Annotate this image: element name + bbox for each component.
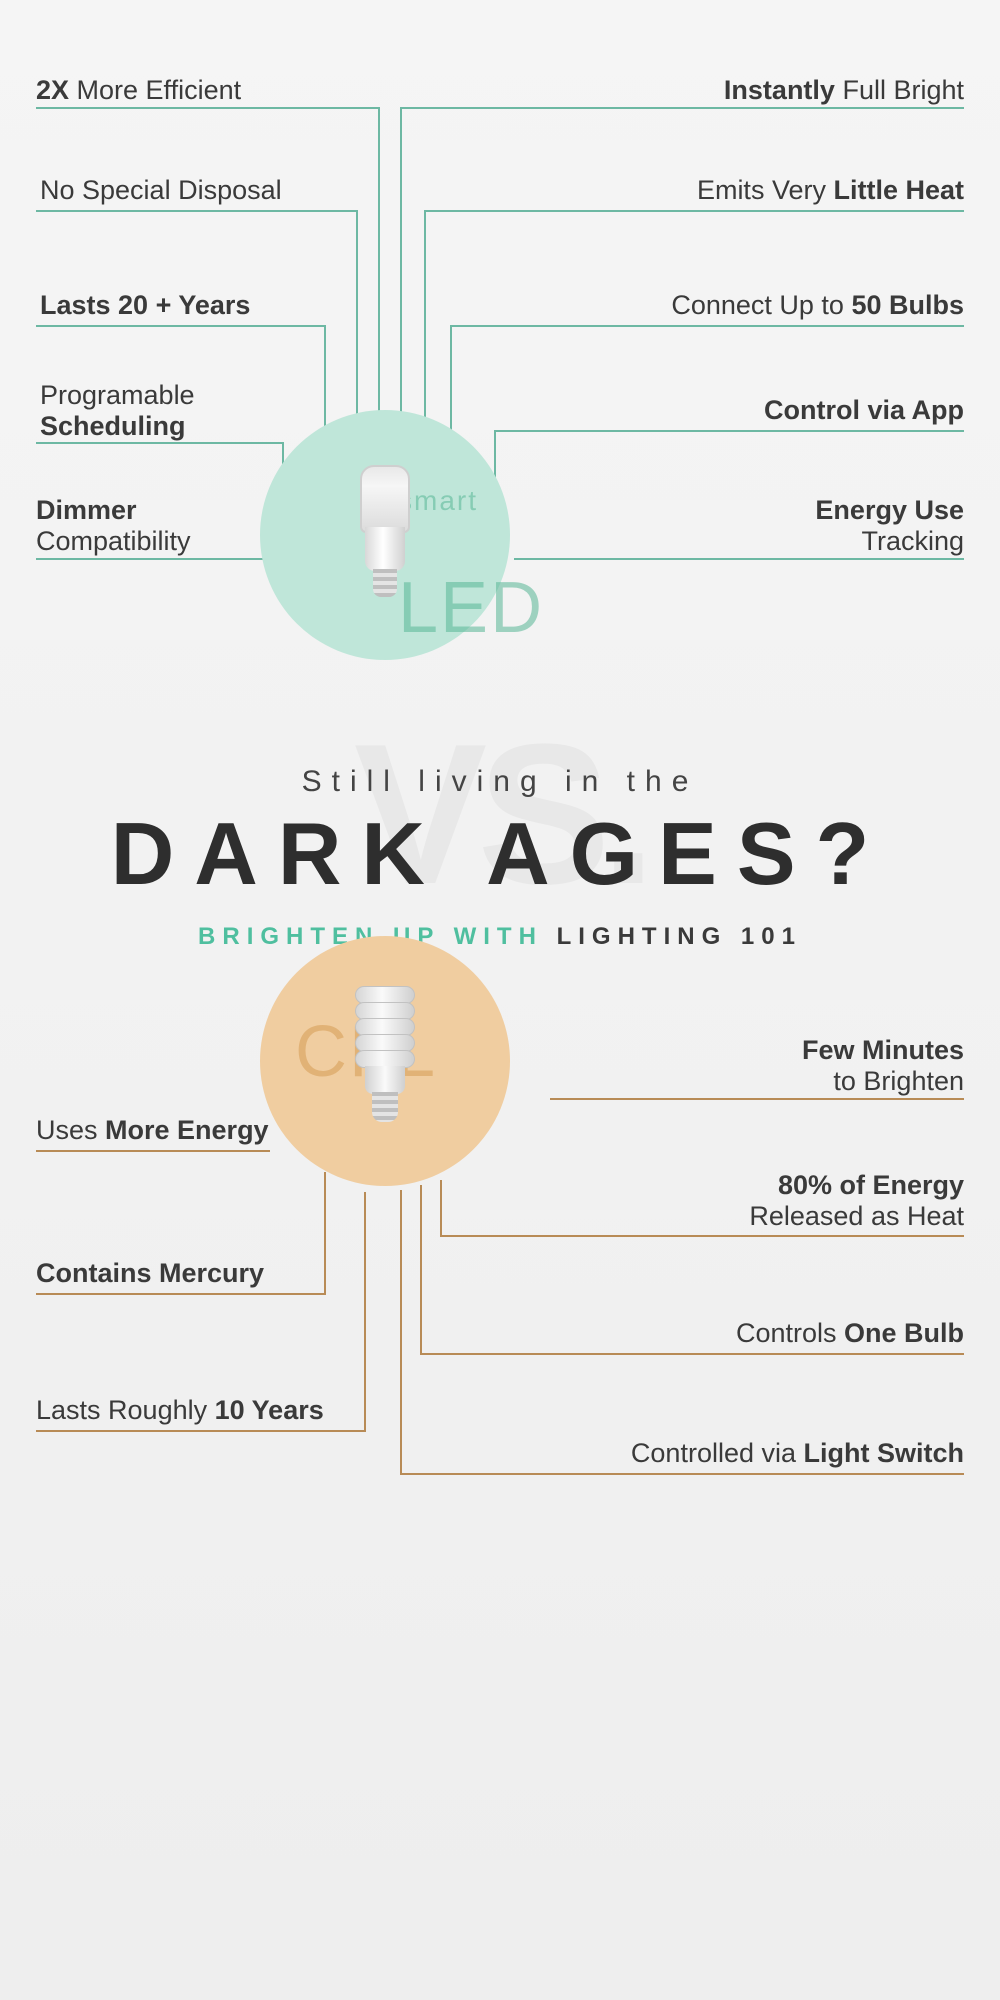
cfl-circle: CFL	[260, 936, 510, 1186]
connector	[364, 1192, 366, 1432]
cfl-feat-brighten: Few Minutes to Brighten	[802, 1035, 964, 1097]
connector	[36, 1293, 326, 1295]
led-feat-disposal: No Special Disposal	[40, 175, 282, 206]
connector	[36, 1430, 366, 1432]
connector	[36, 442, 284, 444]
connector	[550, 1098, 964, 1100]
cfl-feat-mercury: Contains Mercury	[36, 1258, 264, 1289]
connector	[36, 107, 380, 109]
connector	[400, 107, 402, 423]
cfl-feat-heat: 80% of Energy Released as Heat	[749, 1170, 964, 1232]
connector	[440, 1235, 964, 1237]
cfl-bulb-icon	[345, 986, 425, 1136]
connector	[400, 107, 964, 109]
led-feat-instant: Instantly Full Bright	[724, 75, 964, 106]
connector	[356, 210, 358, 435]
led-bulb-icon	[355, 465, 415, 605]
connector	[420, 1185, 422, 1355]
connector	[494, 430, 964, 432]
connector	[514, 558, 964, 560]
led-feat-scheduling: Programable Scheduling	[40, 380, 195, 442]
connector	[440, 1180, 442, 1237]
connector	[424, 210, 426, 435]
connector	[36, 558, 268, 560]
headline-big: DARK AGES?	[0, 803, 1000, 905]
connector	[36, 210, 358, 212]
cfl-feat-energy: Uses More Energy	[36, 1115, 269, 1146]
connector	[400, 1473, 964, 1475]
tagline-plain: LIGHTING 101	[543, 923, 802, 950]
led-feat-energy-track: Energy Use Tracking	[815, 495, 964, 557]
connector	[420, 1353, 964, 1355]
headline-small: Still living in the	[0, 765, 1000, 799]
headline-tagline: BRIGHTEN UP WITH LIGHTING 101	[0, 923, 1000, 951]
led-feat-dimmer: Dimmer Compatibility	[36, 495, 191, 557]
cfl-feat-one-bulb: Controls One Bulb	[736, 1318, 964, 1349]
led-circle: smart LED	[260, 410, 510, 660]
cfl-feat-switch: Controlled via Light Switch	[631, 1438, 964, 1469]
led-feat-connect: Connect Up to 50 Bulbs	[671, 290, 964, 321]
headline: Still living in the DARK AGES? BRIGHTEN …	[0, 765, 1000, 951]
connector	[324, 1172, 326, 1295]
cfl-feat-lifespan: Lasts Roughly 10 Years	[36, 1395, 324, 1426]
connector	[378, 107, 380, 423]
led-feat-heat: Emits Very Little Heat	[697, 175, 964, 206]
led-feat-efficient: 2X More Efficient	[36, 75, 241, 106]
led-circle-label: smart LED	[398, 485, 544, 649]
led-feat-lifespan: Lasts 20 + Years	[40, 290, 250, 321]
connector	[450, 325, 964, 327]
led-feat-app: Control via App	[764, 395, 964, 426]
connector	[36, 325, 326, 327]
connector	[400, 1190, 402, 1475]
connector	[36, 1150, 270, 1152]
connector	[424, 210, 964, 212]
